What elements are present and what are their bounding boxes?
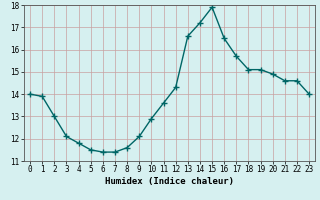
X-axis label: Humidex (Indice chaleur): Humidex (Indice chaleur) [105, 177, 234, 186]
